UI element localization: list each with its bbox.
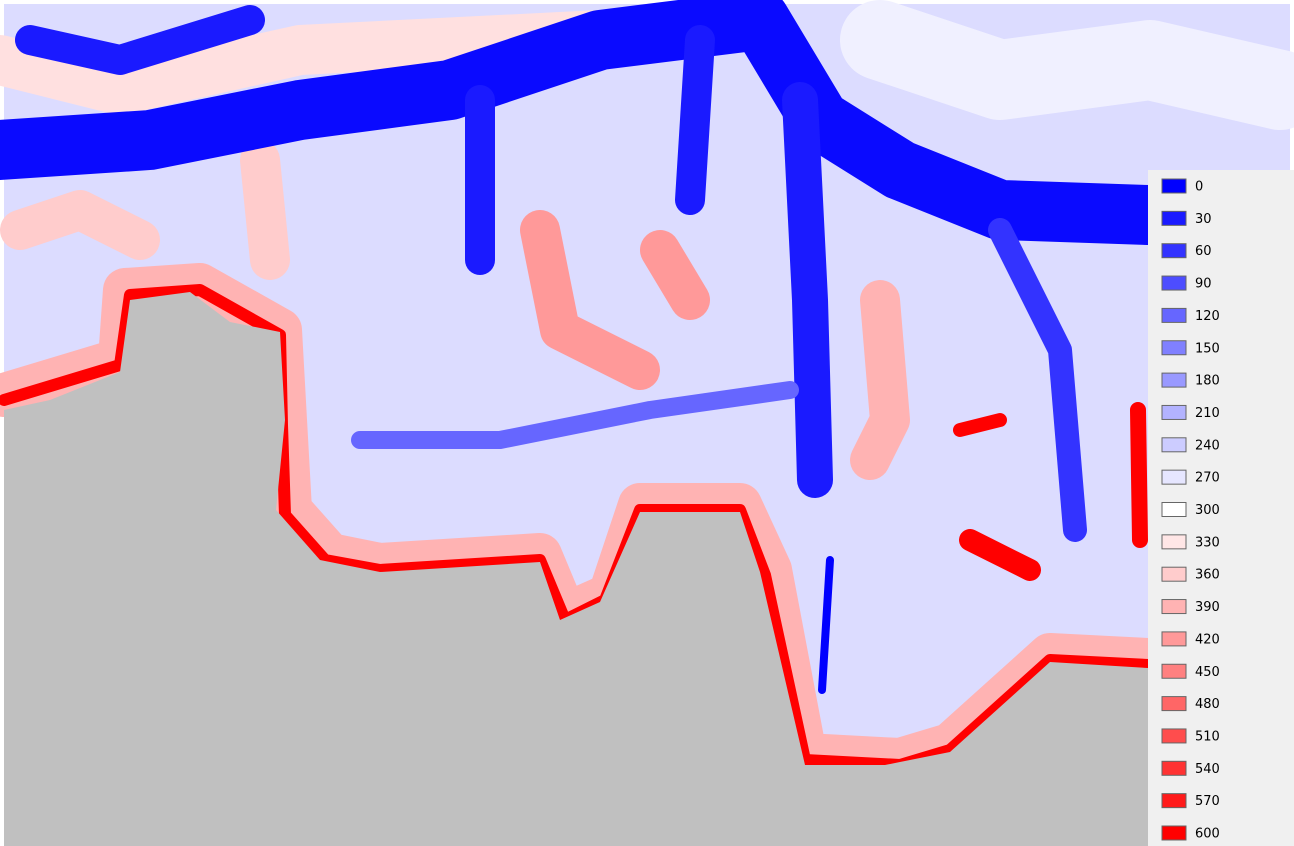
legend-swatch [1161,210,1187,226]
ridge [520,210,660,390]
peak [953,413,1007,437]
legend-swatch [1161,534,1187,550]
legend-swatch [1161,728,1187,744]
legend-swatch [1161,243,1187,259]
legend-swatch [1161,372,1187,388]
legend-swatch [1161,502,1187,517]
legend-swatch [1161,307,1187,323]
legend-swatch [1161,760,1187,776]
legend-swatch [1161,340,1187,356]
peak [959,529,1041,581]
legend: 0 30 60 90 120 150 180 210 240 270 300 330 360 390 420… [1161,178,1220,842]
legend-label: 150 [1195,341,1220,356]
legend-label: 570 [1195,794,1220,809]
legend-label: 240 [1195,438,1220,453]
legend-label: 540 [1195,762,1220,777]
rim [0,284,1154,771]
legend-label: 180 [1195,374,1220,389]
legend-swatch [1161,275,1187,291]
legend-swatch [1161,469,1187,485]
legend-label: 60 [1195,244,1212,259]
terrain [0,0,1294,782]
legend-label: 120 [1195,309,1220,324]
ridge [850,280,910,480]
legend-swatch [1161,825,1187,841]
legend-swatch [1161,178,1187,194]
legend-label: 420 [1195,632,1220,647]
legend-swatch [1161,793,1187,809]
valley [351,381,799,449]
legend-label: 480 [1195,697,1220,712]
legend-label: 390 [1195,600,1220,615]
legend-label: 330 [1195,535,1220,550]
legend-label: 90 [1195,277,1212,292]
valley [15,5,265,75]
legend-swatch [1161,437,1187,453]
legend-swatch [1161,566,1187,582]
legend-label: 30 [1195,212,1212,227]
legend-swatch [1161,696,1187,712]
valley [818,556,834,694]
legend-swatch [1161,631,1187,647]
ridge [0,190,160,260]
peak [1130,402,1148,548]
legend-label: 360 [1195,568,1220,583]
legend-swatch [1161,599,1187,615]
ridge [640,230,710,320]
legend-label: 0 [1195,180,1203,195]
no-data-area [4,292,1148,846]
legend-label: 270 [1195,471,1220,486]
legend-swatch [1161,663,1187,679]
legend-label: 600 [1195,827,1220,842]
valley [675,25,715,215]
legend-label: 510 [1195,729,1220,744]
valley [782,82,833,498]
legend-label: 300 [1195,503,1220,518]
valley [988,218,1087,542]
valley [0,0,1178,245]
legend-label: 210 [1195,406,1220,421]
legend-swatch [1161,404,1187,420]
ridge [240,140,290,280]
ridge [840,0,1294,130]
legend-label: 450 [1195,665,1220,680]
